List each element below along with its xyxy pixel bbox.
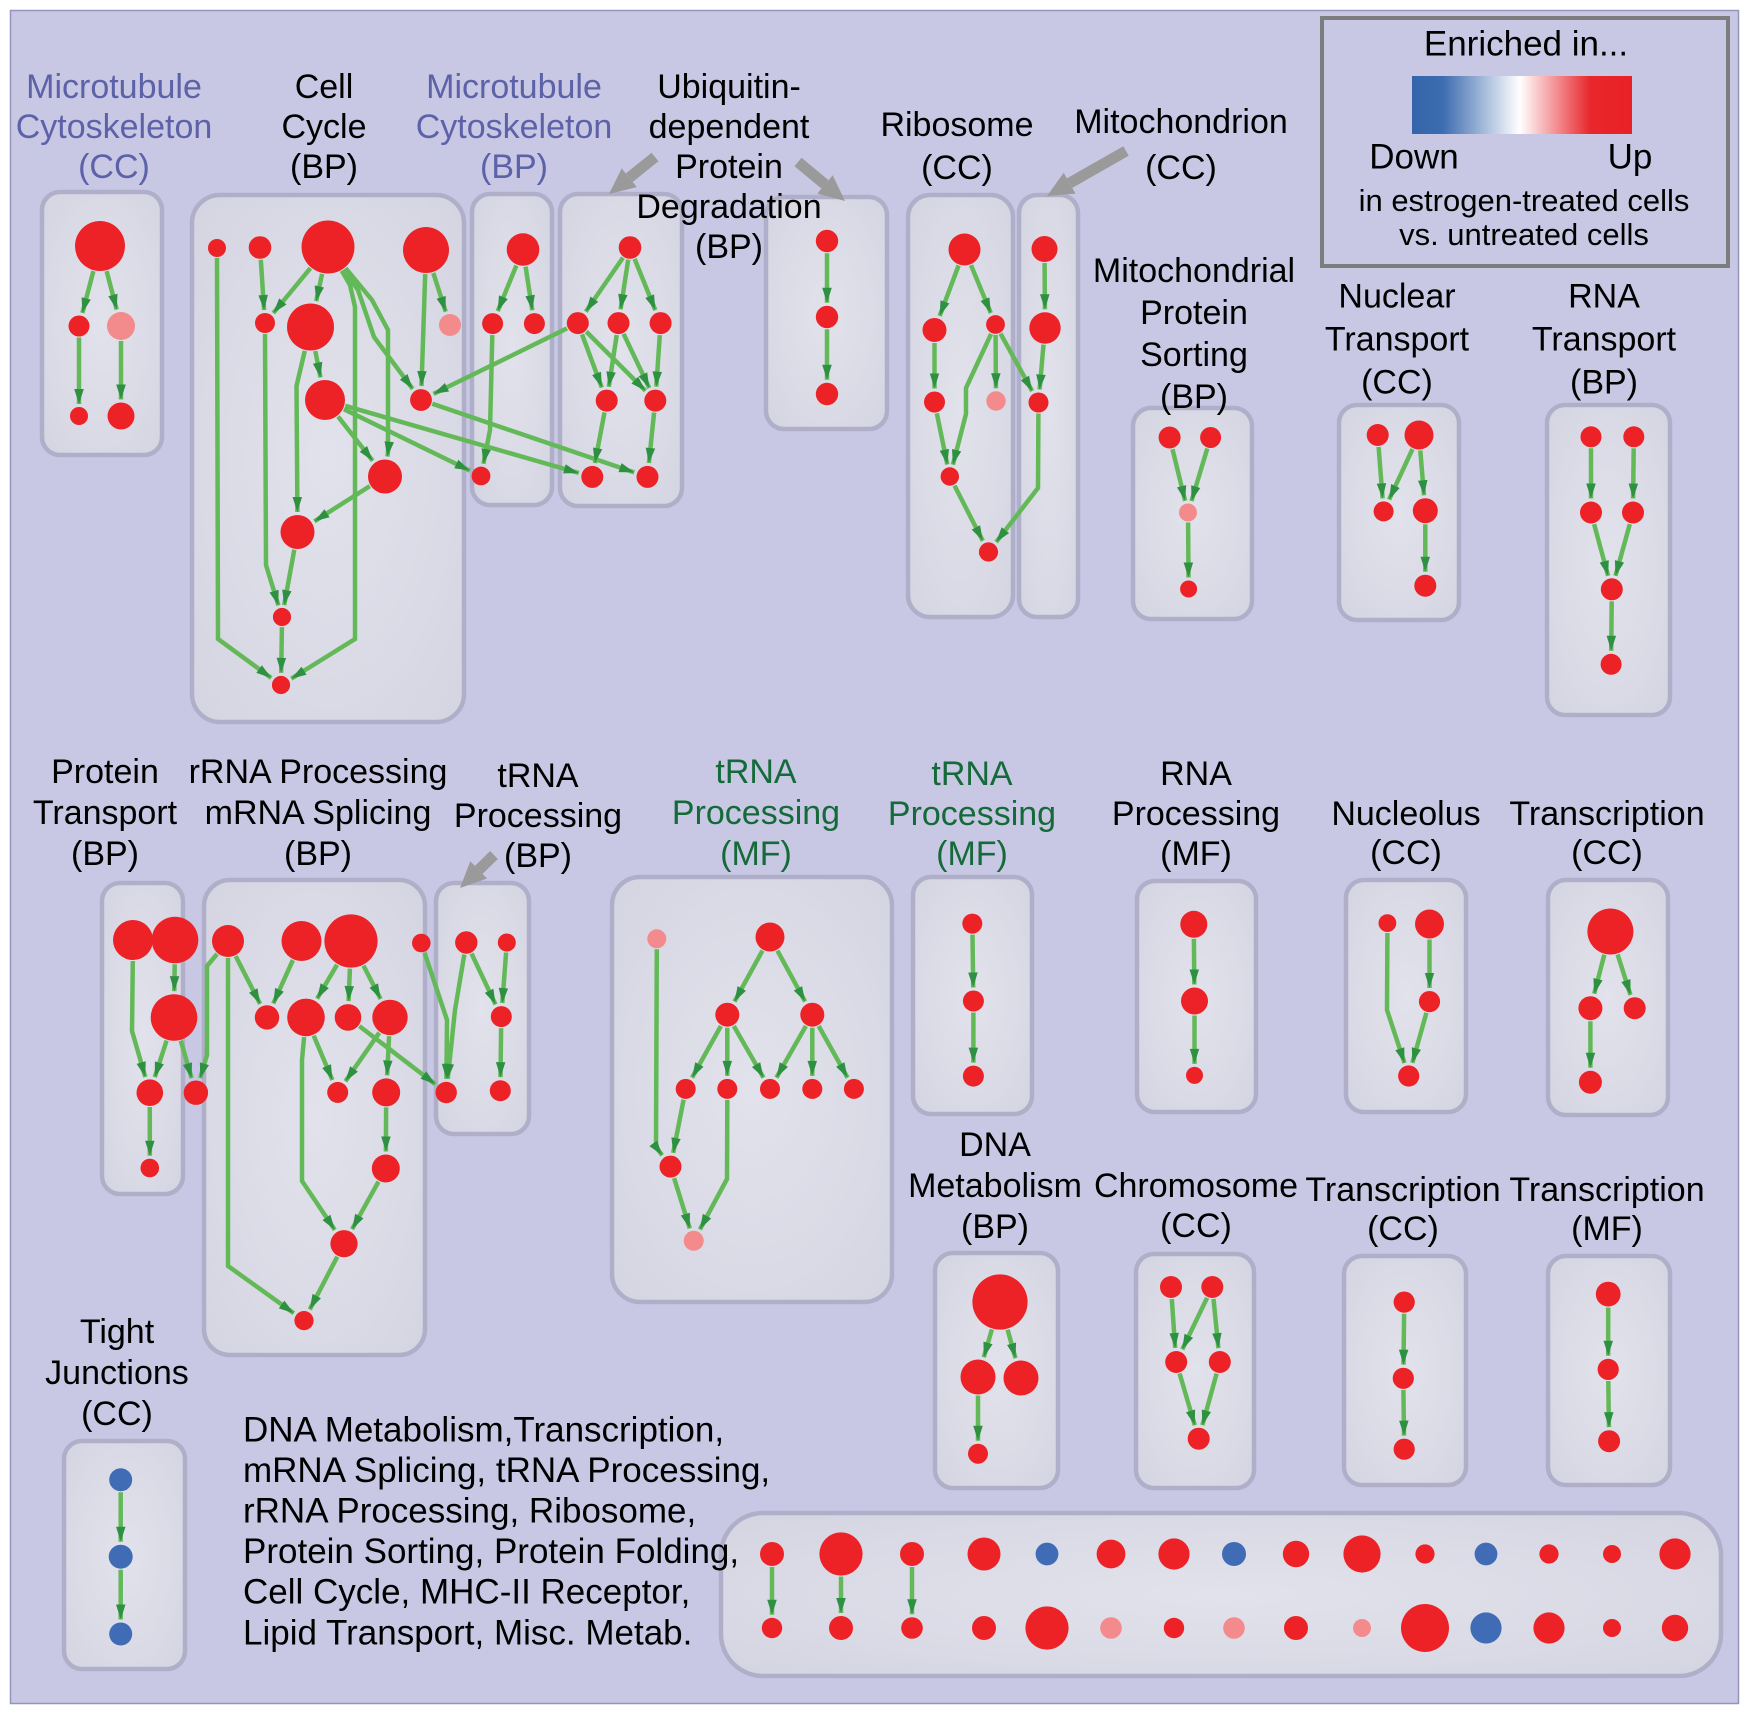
svg-text:(MF): (MF) bbox=[1571, 1210, 1643, 1248]
svg-text:Transport: Transport bbox=[1325, 320, 1470, 358]
svg-text:(BP): (BP) bbox=[71, 835, 139, 873]
svg-text:Sorting: Sorting bbox=[1140, 336, 1248, 374]
svg-text:(BP): (BP) bbox=[1570, 363, 1638, 401]
svg-text:tRNA: tRNA bbox=[497, 757, 579, 795]
svg-text:Nucleolus: Nucleolus bbox=[1331, 795, 1480, 833]
svg-text:(CC): (CC) bbox=[1367, 1210, 1439, 1248]
svg-text:Processing: Processing bbox=[672, 794, 840, 832]
svg-text:Ribosome: Ribosome bbox=[880, 106, 1033, 144]
svg-text:(CC): (CC) bbox=[1145, 149, 1217, 187]
svg-text:Ubiquitin-: Ubiquitin- bbox=[657, 68, 801, 106]
svg-text:mRNA Splicing, tRNA Processing: mRNA Splicing, tRNA Processing, bbox=[243, 1451, 770, 1490]
svg-text:Up: Up bbox=[1608, 137, 1653, 176]
svg-text:Cytoskeleton: Cytoskeleton bbox=[416, 108, 613, 146]
svg-text:(BP): (BP) bbox=[284, 835, 352, 873]
svg-text:tRNA: tRNA bbox=[931, 755, 1013, 793]
svg-text:(BP): (BP) bbox=[504, 837, 572, 875]
svg-text:Junctions: Junctions bbox=[45, 1354, 189, 1392]
svg-text:RNA: RNA bbox=[1160, 755, 1232, 793]
svg-text:(CC): (CC) bbox=[1571, 834, 1643, 872]
svg-text:Down: Down bbox=[1369, 137, 1458, 176]
svg-text:(CC): (CC) bbox=[81, 1395, 153, 1433]
svg-text:tRNA: tRNA bbox=[715, 753, 797, 791]
svg-text:Processing: Processing bbox=[454, 797, 622, 835]
svg-text:Transcription: Transcription bbox=[1509, 1171, 1704, 1209]
svg-text:Lipid Transport, Misc. Metab.: Lipid Transport, Misc. Metab. bbox=[243, 1613, 692, 1652]
svg-text:Protein: Protein bbox=[675, 148, 783, 186]
svg-text:vs. untreated cells: vs. untreated cells bbox=[1399, 217, 1649, 252]
svg-text:Transport: Transport bbox=[1532, 320, 1677, 358]
svg-text:Tight: Tight bbox=[80, 1313, 155, 1351]
svg-text:RNA: RNA bbox=[1568, 277, 1640, 315]
svg-text:Metabolism: Metabolism bbox=[908, 1167, 1082, 1205]
svg-text:Enriched in...: Enriched in... bbox=[1424, 24, 1628, 63]
svg-text:Chromosome: Chromosome bbox=[1094, 1167, 1298, 1205]
svg-text:Mitochondrial: Mitochondrial bbox=[1093, 252, 1295, 290]
svg-text:Cytoskeleton: Cytoskeleton bbox=[16, 108, 213, 146]
svg-text:Cell: Cell bbox=[295, 68, 354, 106]
svg-text:Processing: Processing bbox=[888, 795, 1056, 833]
svg-text:(CC): (CC) bbox=[1160, 1207, 1232, 1245]
svg-text:(BP): (BP) bbox=[480, 148, 548, 186]
svg-text:(BP): (BP) bbox=[961, 1208, 1029, 1246]
svg-text:(CC): (CC) bbox=[921, 149, 993, 187]
svg-text:(CC): (CC) bbox=[1370, 834, 1442, 872]
svg-text:Protein: Protein bbox=[1140, 294, 1248, 332]
svg-text:(CC): (CC) bbox=[78, 148, 150, 186]
svg-text:(MF): (MF) bbox=[1160, 835, 1232, 873]
svg-text:Protein: Protein bbox=[51, 753, 159, 791]
svg-text:(CC): (CC) bbox=[1361, 363, 1433, 401]
svg-text:dependent: dependent bbox=[649, 108, 810, 146]
svg-text:(BP): (BP) bbox=[1160, 378, 1228, 416]
svg-text:Microtubule: Microtubule bbox=[26, 68, 202, 106]
svg-text:Transcription: Transcription bbox=[1509, 795, 1704, 833]
svg-text:DNA Metabolism,Transcription,: DNA Metabolism,Transcription, bbox=[243, 1410, 724, 1449]
svg-text:Cell Cycle, MHC-II Receptor,: Cell Cycle, MHC-II Receptor, bbox=[243, 1573, 690, 1612]
svg-text:DNA: DNA bbox=[959, 1126, 1031, 1164]
svg-text:(BP): (BP) bbox=[695, 228, 763, 266]
svg-text:mRNA Splicing: mRNA Splicing bbox=[205, 794, 432, 832]
svg-text:Degradation: Degradation bbox=[636, 188, 821, 226]
svg-text:Mitochondrion: Mitochondrion bbox=[1074, 103, 1288, 141]
svg-text:Microtubule: Microtubule bbox=[426, 68, 602, 106]
svg-text:Transport: Transport bbox=[33, 794, 178, 832]
svg-text:in estrogen-treated cells: in estrogen-treated cells bbox=[1359, 183, 1690, 218]
svg-text:Processing: Processing bbox=[1112, 795, 1280, 833]
svg-text:Protein Sorting, Protein Foldi: Protein Sorting, Protein Folding, bbox=[243, 1532, 739, 1571]
svg-text:Transcription: Transcription bbox=[1305, 1171, 1500, 1209]
svg-text:Nuclear: Nuclear bbox=[1338, 277, 1455, 315]
svg-text:(MF): (MF) bbox=[936, 835, 1008, 873]
svg-text:Cycle: Cycle bbox=[281, 108, 366, 146]
svg-text:(MF): (MF) bbox=[720, 835, 792, 873]
svg-text:(BP): (BP) bbox=[290, 148, 358, 186]
svg-text:rRNA Processing: rRNA Processing bbox=[189, 753, 448, 791]
svg-text:rRNA Processing, Ribosome,: rRNA Processing, Ribosome, bbox=[243, 1491, 696, 1530]
